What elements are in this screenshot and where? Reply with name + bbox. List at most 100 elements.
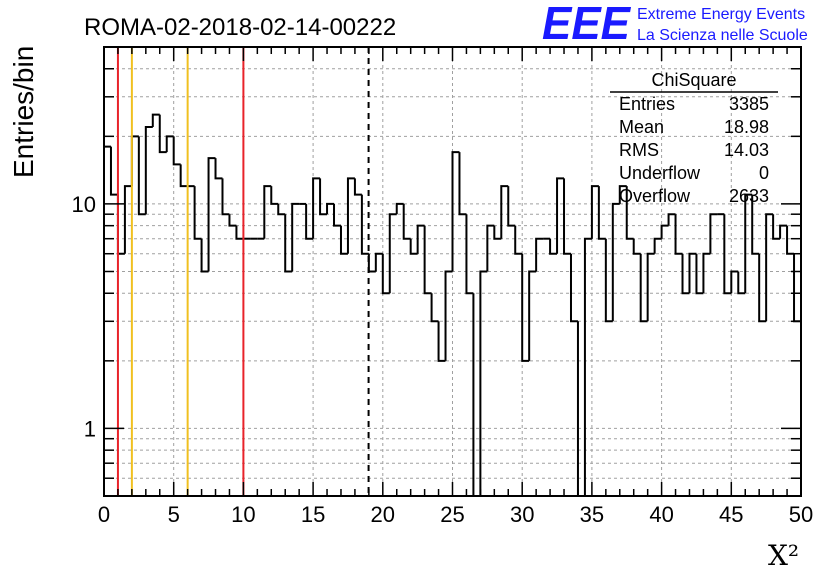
- histogram-bin: [305, 203, 314, 240]
- y-axis-label: Entries/bin: [8, 46, 39, 178]
- histogram-bin: [779, 224, 788, 239]
- x-tick-label: 40: [649, 502, 673, 527]
- histogram-bin: [472, 293, 481, 497]
- logo-line-1: Extreme Energy Events: [637, 6, 805, 23]
- stats-rows: Entries 3385 Mean 18.98 RMS 14.03 Underflow 0 Ov…: [619, 94, 769, 206]
- histogram-bin: [158, 114, 167, 154]
- histogram-bin: [319, 178, 328, 216]
- histogram-bin: [263, 185, 272, 239]
- histogram-bin: [486, 224, 495, 272]
- histogram-bin: [549, 238, 558, 255]
- histogram-bin: [681, 253, 690, 295]
- histogram-bin: [165, 135, 174, 153]
- stats-label: Underflow: [619, 163, 701, 183]
- histogram-bin: [179, 164, 188, 188]
- x-tick-labels: 0 5 10 15 20 25 30 35 40 45 50: [98, 502, 813, 527]
- histogram-bin: [144, 126, 153, 215]
- y-tick-labels: 1 10: [72, 192, 96, 442]
- histogram-bin: [569, 253, 578, 323]
- histogram-bin: [465, 214, 474, 295]
- stats-label: Mean: [619, 117, 664, 137]
- histogram-bin: [326, 202, 335, 215]
- histogram-bin: [751, 194, 760, 255]
- histogram-bin: [291, 202, 300, 272]
- histogram-bin: [228, 214, 237, 227]
- histogram-bin: [339, 225, 348, 255]
- histogram-bin: [353, 178, 362, 196]
- run-title: ROMA-02-2018-02-14-00222: [84, 14, 396, 41]
- axis-ticks: [103, 47, 802, 496]
- y-tick-label: 1: [84, 416, 96, 441]
- x-tick-label: 10: [231, 502, 255, 527]
- histogram-bin: [193, 186, 202, 240]
- threshold-markers: [116, 47, 370, 496]
- histogram-bin: [416, 224, 425, 254]
- histogram-bin: [563, 178, 571, 255]
- stats-title: ChiSquare: [651, 70, 736, 90]
- histogram-bin: [444, 270, 453, 361]
- x-tick-label: 35: [580, 502, 604, 527]
- histogram-bin: [695, 253, 704, 295]
- x-tick-label: 45: [719, 502, 743, 527]
- histogram-bin: [744, 193, 753, 294]
- histogram-bin: [479, 270, 488, 496]
- histogram-bin: [597, 186, 606, 240]
- histogram-bin: [172, 136, 181, 166]
- stats-label: RMS: [619, 140, 659, 160]
- histogram-bin: [367, 253, 376, 273]
- x-tick-label: 0: [98, 502, 110, 527]
- x-tick-label: 25: [440, 502, 464, 527]
- histogram-bin: [360, 194, 369, 255]
- stats-value: 3385: [729, 94, 769, 114]
- histogram-bin: [374, 252, 383, 272]
- x-axis-label: X²: [768, 539, 799, 572]
- histogram-bin: [625, 186, 634, 240]
- stats-value: 18.98: [724, 117, 769, 137]
- x-tick-label: 50: [789, 502, 813, 527]
- histogram-bin: [423, 225, 432, 295]
- histogram-bin: [130, 135, 139, 187]
- stats-value: 2633: [729, 186, 769, 206]
- histogram-bin: [409, 238, 418, 255]
- stats-value: 14.03: [724, 140, 769, 160]
- histogram-bin: [702, 252, 711, 294]
- histogram-bin: [556, 177, 565, 254]
- histogram-bin: [646, 252, 655, 322]
- histogram-bin: [618, 185, 627, 204]
- x-tick-label: 20: [371, 502, 395, 527]
- histogram-bin: [723, 214, 732, 295]
- histogram-bin: [214, 158, 223, 180]
- histogram-bin: [639, 253, 648, 323]
- logo-line-2: La Scienza nelle Scuole: [637, 27, 808, 44]
- histogram-bin: [667, 213, 676, 226]
- histogram-bin: [590, 185, 599, 239]
- histogram-bin: [493, 225, 502, 240]
- histogram-bin: [458, 152, 467, 216]
- histogram-bin: [514, 225, 523, 255]
- histogram-bin: [346, 177, 355, 254]
- histogram-bin: [772, 214, 781, 240]
- histogram-bin: [333, 203, 341, 227]
- histogram-bin: [123, 185, 132, 254]
- histogram-bin: [674, 214, 683, 255]
- histogram-bin: [109, 146, 118, 196]
- histogram-bin: [528, 270, 537, 361]
- histogram-bin: [583, 237, 592, 496]
- stats-box: ChiSquare Entries 3385 Mean 18.98 RMS 14.03 Un…: [610, 70, 778, 206]
- histogram-bin: [786, 225, 795, 255]
- histogram-bin: [137, 136, 146, 216]
- histogram-bin: [632, 238, 641, 255]
- histogram-bin: [576, 321, 585, 497]
- histogram-bin: [388, 213, 397, 294]
- stats-label: Overflow: [619, 186, 691, 206]
- histogram-bin: [653, 237, 662, 254]
- histogram-bin: [200, 238, 209, 273]
- histogram-bin: [758, 253, 767, 323]
- histogram-bin: [235, 225, 244, 240]
- stats-value: 0: [759, 163, 769, 183]
- histogram-bin: [535, 237, 544, 272]
- y-tick-label: 10: [72, 192, 96, 217]
- histogram-bin: [688, 252, 697, 294]
- histogram-bin: [277, 203, 286, 216]
